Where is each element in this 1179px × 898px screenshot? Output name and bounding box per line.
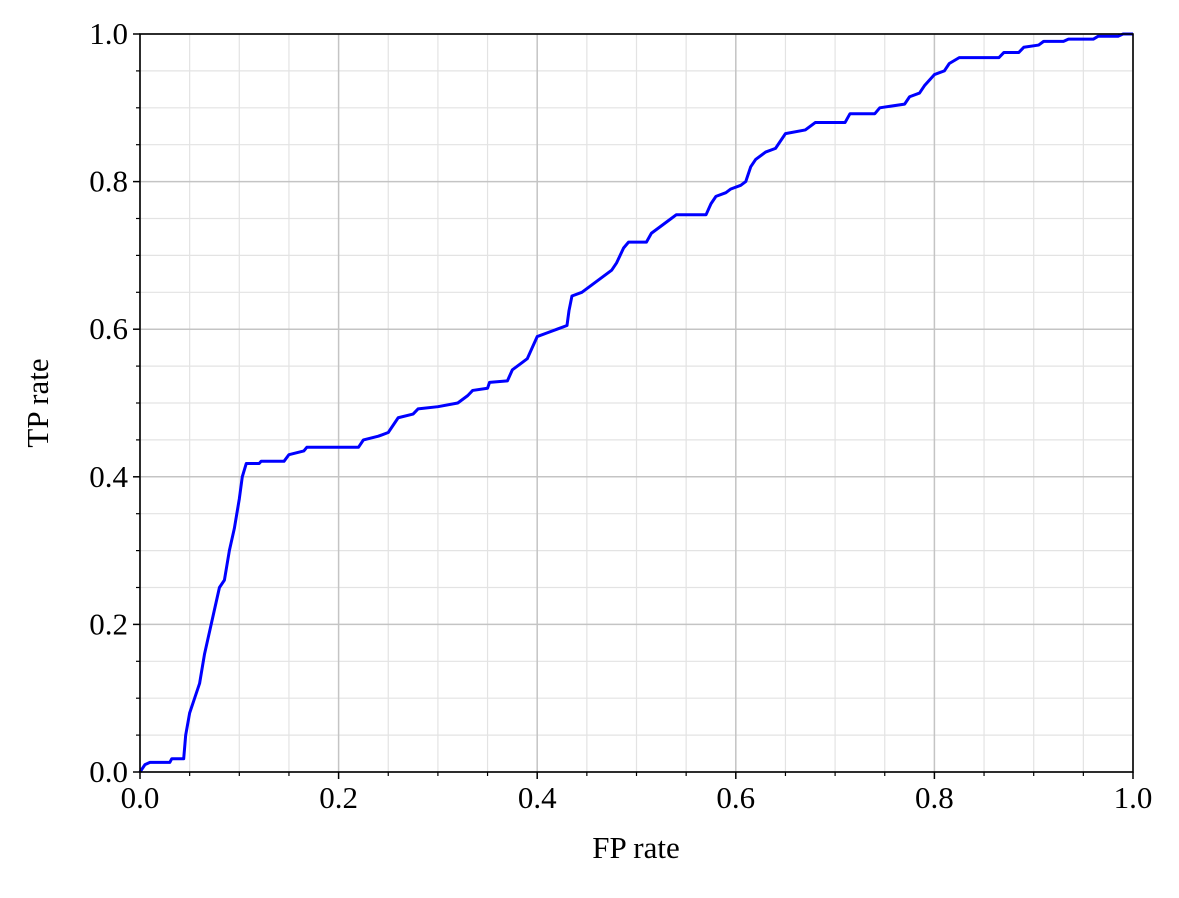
x-tick-label: 0.6: [716, 780, 755, 815]
y-tick-label: 0.4: [89, 459, 128, 494]
roc-curve: [138, 32, 1133, 773]
plot-area: [138, 32, 1133, 773]
grid: [139, 33, 1134, 773]
y-tick-label: 1.0: [89, 16, 128, 51]
x-axis-label: FP rate: [592, 830, 680, 865]
x-tick-label: 0.2: [319, 780, 358, 815]
x-tick-label: 0.8: [915, 780, 954, 815]
y-tick-label: 0.6: [89, 311, 128, 346]
y-tick-label: 0.0: [89, 754, 128, 789]
x-tick-label: 0.4: [518, 780, 557, 815]
x-tick-label: 0.0: [121, 780, 160, 815]
x-tick-label: 1.0: [1114, 780, 1153, 815]
y-tick-label: 0.2: [89, 606, 128, 641]
y-axis-label: TP rate: [20, 358, 55, 447]
ticks: 0.0 0.2 0.4 0.6 0.8 1.0 0.0 0.2 0.4 0.6 0.8 1.0: [89, 16, 1152, 815]
y-tick-label: 0.8: [89, 164, 128, 199]
